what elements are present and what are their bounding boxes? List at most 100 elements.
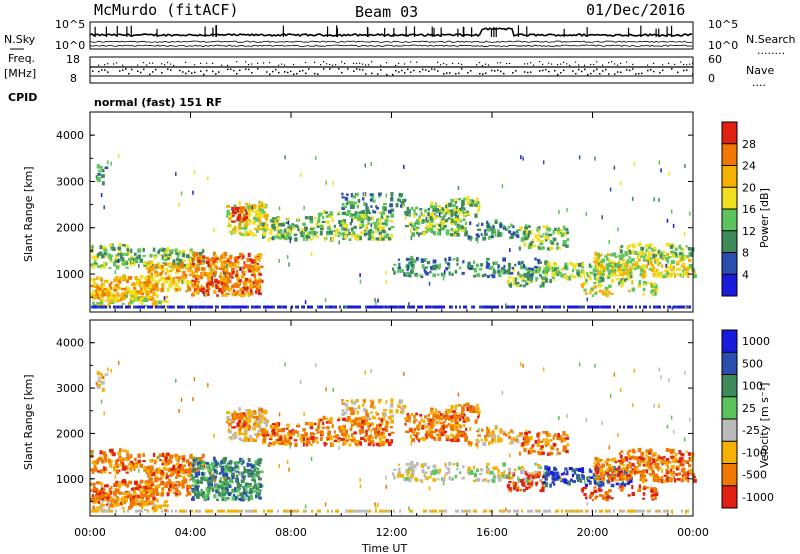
power-cell xyxy=(639,251,643,256)
velocity-cell xyxy=(237,419,242,423)
velocity-cell xyxy=(127,506,131,510)
velocity-cell xyxy=(110,485,113,489)
power-ground-cell xyxy=(387,305,389,309)
velocity-cell xyxy=(349,427,352,432)
velocity-cell xyxy=(352,401,357,405)
power-cell xyxy=(317,219,320,224)
power-cell xyxy=(625,263,629,268)
power-cell xyxy=(210,272,213,277)
velocity-cell xyxy=(119,501,123,506)
freq-dot xyxy=(440,64,442,66)
velocity-cell xyxy=(159,458,162,462)
velocity-cell xyxy=(484,434,487,439)
noise-tick-bottom: 10^0 xyxy=(55,39,85,52)
velocity-cell xyxy=(461,408,465,412)
velocity-cell xyxy=(115,470,119,475)
velocity-cell xyxy=(358,429,362,433)
velocity-cell xyxy=(256,484,260,488)
power-scatter-cell xyxy=(658,197,660,202)
power-cell xyxy=(219,267,223,270)
power-ground-cell xyxy=(569,305,571,309)
power-cell xyxy=(610,292,614,296)
freq-dot xyxy=(593,70,595,72)
freq-dot xyxy=(194,64,196,66)
freq-dot xyxy=(263,62,265,64)
velocity-cell xyxy=(110,496,113,500)
velocity-cell xyxy=(93,463,97,466)
power-cell xyxy=(463,197,467,201)
power-cell xyxy=(302,231,306,236)
power-cell xyxy=(370,195,374,199)
power-ground-cell xyxy=(663,305,665,309)
velocity-cell xyxy=(122,462,125,467)
power-ground-cell xyxy=(593,305,595,309)
power-cell xyxy=(438,223,442,228)
power-cell xyxy=(636,264,640,269)
freq-dot xyxy=(476,64,478,66)
power-cell xyxy=(367,216,370,221)
power-cell xyxy=(228,260,233,266)
power-scatter-cell xyxy=(618,281,620,286)
power-cell xyxy=(659,254,663,259)
power-cell xyxy=(153,255,157,260)
velocity-cell xyxy=(446,413,449,418)
power-cell xyxy=(276,225,279,229)
power-cell xyxy=(239,220,244,223)
velocity-cell xyxy=(115,502,119,506)
velocity-cell xyxy=(182,458,186,463)
power-cell xyxy=(657,249,661,254)
velocity-cell xyxy=(208,476,212,481)
velocity-cell xyxy=(150,500,154,503)
velocity-cell xyxy=(247,457,251,463)
power-ground-cell xyxy=(567,305,569,309)
power-cell xyxy=(534,265,538,269)
freq-dot xyxy=(269,73,271,76)
power-cell xyxy=(606,274,610,278)
power-cell xyxy=(413,224,417,228)
velocity-cell xyxy=(379,426,382,431)
velocity-cell xyxy=(213,468,217,474)
velocity-cell xyxy=(493,434,496,439)
power-cell xyxy=(596,256,599,260)
velocity-cell xyxy=(256,420,261,425)
velocity-cell xyxy=(368,440,372,444)
power-cell xyxy=(286,234,290,238)
velocity-cell xyxy=(429,425,434,429)
power-cell xyxy=(545,277,548,280)
power-cell xyxy=(145,293,150,296)
power-cell xyxy=(96,302,101,305)
velocity-cell xyxy=(353,440,358,443)
velocity-cell xyxy=(456,429,460,434)
velocity-cell xyxy=(486,433,489,437)
power-cell xyxy=(392,267,395,271)
velocity-cell xyxy=(435,416,439,420)
velocity-cell xyxy=(319,436,323,441)
power-cell xyxy=(234,260,238,264)
velocity-cell xyxy=(222,489,226,494)
velocity-cell xyxy=(154,477,157,482)
power-cell xyxy=(161,257,165,261)
velocity-cell xyxy=(369,404,374,408)
power-cell xyxy=(256,257,260,260)
freq-dot xyxy=(494,70,496,72)
power-cell xyxy=(342,218,346,223)
power-cell xyxy=(137,248,142,253)
power-cell xyxy=(663,254,666,257)
freq-dot xyxy=(131,68,133,71)
power-cell xyxy=(188,269,191,273)
power-ground-cell xyxy=(539,305,541,309)
power-cell xyxy=(611,262,615,265)
velocity-cell xyxy=(253,439,257,442)
power-cell xyxy=(642,287,646,292)
power-cell xyxy=(631,280,634,285)
freq-dot xyxy=(188,70,190,73)
power-cell xyxy=(458,225,461,231)
power-cell xyxy=(361,223,365,228)
power-cell xyxy=(250,268,254,271)
velocity-cell xyxy=(242,439,246,443)
velocity-cell xyxy=(259,459,262,465)
freq-dot xyxy=(170,63,172,65)
velocity-cell xyxy=(418,421,421,425)
power-cell xyxy=(620,284,624,288)
